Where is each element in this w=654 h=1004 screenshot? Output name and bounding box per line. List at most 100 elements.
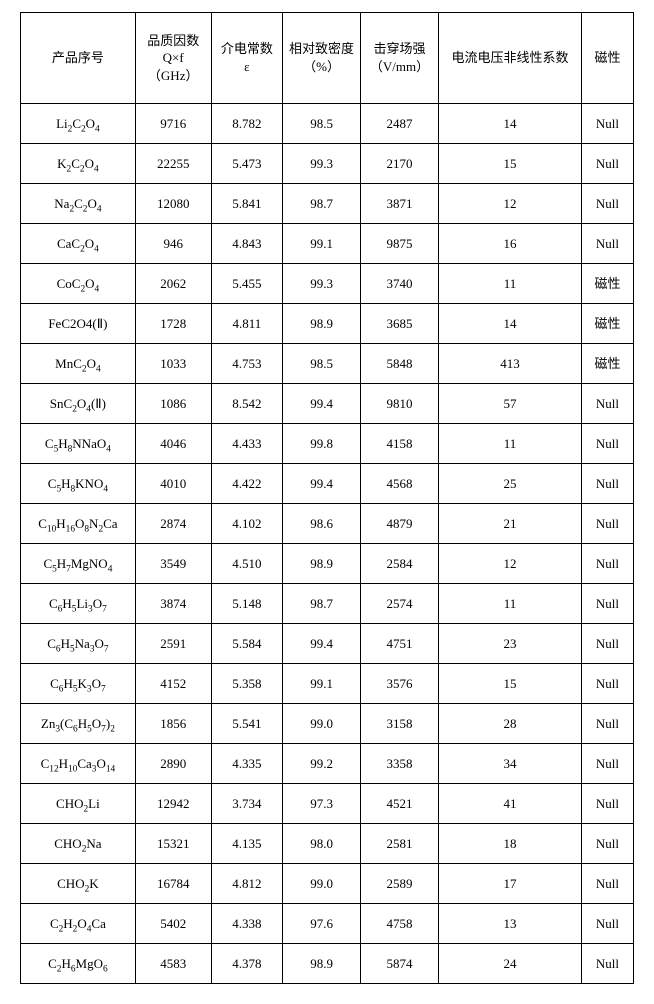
cell-iv: 15 (439, 664, 582, 704)
cell-mag: Null (581, 944, 633, 984)
product-formula: C6H5K3O7 (50, 676, 106, 691)
cell-mag: Null (581, 824, 633, 864)
table-row: C10H16O8N2Ca28744.10298.6487921Null (21, 504, 634, 544)
cell-qf: 3549 (135, 544, 211, 584)
cell-product: C10H16O8N2Ca (21, 504, 136, 544)
cell-density: 98.5 (283, 104, 361, 144)
cell-density: 99.4 (283, 384, 361, 424)
table-row: C5H8NNaO440464.43399.8415811Null (21, 424, 634, 464)
cell-eps: 3.734 (211, 784, 282, 824)
product-formula: C6H5Na3O7 (47, 636, 108, 651)
col-header-product: 产品序号 (21, 13, 136, 104)
cell-product: C6H5K3O7 (21, 664, 136, 704)
cell-product: C2H6MgO6 (21, 944, 136, 984)
cell-mag: Null (581, 384, 633, 424)
product-formula: CHO2Na (54, 836, 101, 851)
cell-iv: 12 (439, 184, 582, 224)
cell-product: CHO2Na (21, 824, 136, 864)
cell-mag: Null (581, 904, 633, 944)
cell-density: 99.1 (283, 664, 361, 704)
col-header-qf: 品质因数Q×f（GHz） (135, 13, 211, 104)
cell-breakdown: 2581 (361, 824, 439, 864)
cell-density: 98.9 (283, 304, 361, 344)
cell-eps: 4.843 (211, 224, 282, 264)
col-header-text: 产品序号 (52, 49, 104, 67)
cell-mag: Null (581, 144, 633, 184)
table-row: Na2C2O4120805.84198.7387112Null (21, 184, 634, 224)
cell-mag: Null (581, 864, 633, 904)
cell-qf: 4152 (135, 664, 211, 704)
cell-iv: 16 (439, 224, 582, 264)
product-formula: CaC2O4 (57, 236, 99, 251)
cell-eps: 4.422 (211, 464, 282, 504)
cell-qf: 3874 (135, 584, 211, 624)
cell-qf: 2062 (135, 264, 211, 304)
cell-iv: 24 (439, 944, 582, 984)
cell-product: CaC2O4 (21, 224, 136, 264)
cell-product: Li2C2O4 (21, 104, 136, 144)
table-row: C6H5Na3O725915.58499.4475123Null (21, 624, 634, 664)
cell-eps: 4.811 (211, 304, 282, 344)
cell-eps: 5.541 (211, 704, 282, 744)
cell-product: C6H5Na3O7 (21, 624, 136, 664)
table-row: MnC2O410334.75398.55848413磁性 (21, 344, 634, 384)
product-formula: C2H2O4Ca (50, 916, 106, 931)
cell-product: CHO2Li (21, 784, 136, 824)
cell-mag: Null (581, 224, 633, 264)
cell-product: K2C2O4 (21, 144, 136, 184)
cell-breakdown: 4879 (361, 504, 439, 544)
cell-mag: Null (581, 664, 633, 704)
cell-density: 97.3 (283, 784, 361, 824)
cell-density: 99.8 (283, 424, 361, 464)
cell-mag: Null (581, 104, 633, 144)
cell-mag: Null (581, 424, 633, 464)
table-row: C5H7MgNO435494.51098.9258412Null (21, 544, 634, 584)
cell-iv: 34 (439, 744, 582, 784)
cell-qf: 4010 (135, 464, 211, 504)
product-formula: CHO2Li (56, 796, 100, 811)
cell-iv: 11 (439, 584, 582, 624)
cell-density: 98.5 (283, 344, 361, 384)
cell-breakdown: 4521 (361, 784, 439, 824)
cell-eps: 8.782 (211, 104, 282, 144)
col-header-text: 击穿场强 (374, 40, 426, 58)
col-header-text: （GHz） (148, 67, 199, 85)
cell-product: C5H7MgNO4 (21, 544, 136, 584)
cell-eps: 4.510 (211, 544, 282, 584)
cell-density: 99.1 (283, 224, 361, 264)
cell-qf: 2874 (135, 504, 211, 544)
cell-iv: 57 (439, 384, 582, 424)
cell-iv: 23 (439, 624, 582, 664)
table-row: CHO2Na153214.13598.0258118Null (21, 824, 634, 864)
cell-breakdown: 3740 (361, 264, 439, 304)
cell-density: 98.7 (283, 584, 361, 624)
cell-breakdown: 3358 (361, 744, 439, 784)
cell-qf: 12942 (135, 784, 211, 824)
cell-breakdown: 2589 (361, 864, 439, 904)
product-formula: C10H16O8N2Ca (38, 516, 117, 531)
cell-eps: 4.135 (211, 824, 282, 864)
cell-qf: 9716 (135, 104, 211, 144)
col-header-density: 相对致密度（%） (283, 13, 361, 104)
cell-qf: 22255 (135, 144, 211, 184)
cell-product: Na2C2O4 (21, 184, 136, 224)
col-header-text: Q×f (163, 49, 184, 67)
data-table: 产品序号品质因数Q×f（GHz）介电常数ε相对致密度（%）击穿场强（V/mm）电… (20, 12, 634, 984)
cell-qf: 1728 (135, 304, 211, 344)
product-formula: MnC2O4 (55, 356, 100, 371)
product-formula: C5H7MgNO4 (43, 556, 112, 571)
cell-eps: 5.841 (211, 184, 282, 224)
cell-mag: Null (581, 744, 633, 784)
cell-density: 98.9 (283, 544, 361, 584)
col-header-text: （V/mm） (370, 58, 429, 76)
cell-density: 99.0 (283, 864, 361, 904)
cell-iv: 11 (439, 424, 582, 464)
cell-density: 97.6 (283, 904, 361, 944)
cell-mag: Null (581, 784, 633, 824)
cell-eps: 5.148 (211, 584, 282, 624)
cell-product: FeC2O4(Ⅱ) (21, 304, 136, 344)
cell-iv: 15 (439, 144, 582, 184)
product-formula: CHO2K (57, 876, 99, 891)
cell-iv: 13 (439, 904, 582, 944)
cell-product: SnC2O4(Ⅱ) (21, 384, 136, 424)
